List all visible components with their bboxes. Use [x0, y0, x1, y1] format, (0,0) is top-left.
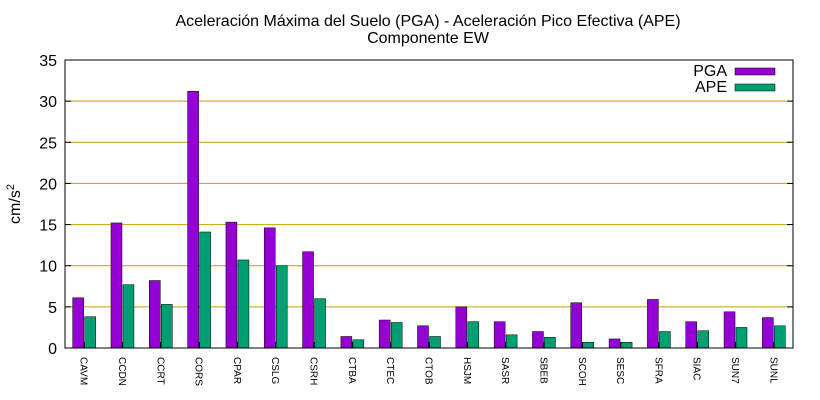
- chart-title: Aceleración Máxima del Suelo (PGA) - Ace…: [175, 13, 680, 30]
- x-tick-label: SBEB: [537, 357, 548, 384]
- bar-ape: [390, 322, 403, 349]
- y-tick-label: 10: [39, 259, 57, 276]
- bar-ape: [314, 298, 326, 349]
- bar-ape: [161, 304, 173, 349]
- bar-ape: [429, 336, 441, 349]
- bar-ape: [544, 337, 556, 349]
- bar-ape: [697, 330, 709, 349]
- x-tick-label: SFRA: [652, 357, 663, 384]
- x-tick-label: CCDN: [116, 357, 127, 386]
- x-tick-label: SASR: [499, 357, 510, 384]
- bar-pga: [263, 227, 276, 349]
- bar-pga: [72, 297, 84, 349]
- x-tick-label: HSJM: [461, 357, 472, 384]
- bar-ape: [620, 341, 633, 349]
- x-tick-label: CTOB: [423, 357, 434, 385]
- bar-pga: [647, 299, 659, 349]
- bar-pga: [417, 325, 429, 349]
- x-tick-label: CORS: [193, 357, 204, 386]
- x-tick-label: CSRH: [308, 357, 319, 385]
- legend-label: PGA: [693, 63, 727, 80]
- bar-ape: [122, 284, 135, 349]
- bar-pga: [723, 311, 736, 349]
- y-axis-label-text: cm/s: [7, 190, 24, 224]
- bar-ape: [352, 339, 365, 349]
- bar-ape: [735, 327, 748, 349]
- x-tick-label: CTEC: [384, 357, 395, 384]
- y-tick-label: 30: [39, 94, 57, 111]
- bar-ape: [659, 331, 671, 349]
- bar-ape: [774, 325, 786, 349]
- y-tick-label: 35: [39, 53, 57, 70]
- x-tick-label: SUNL: [767, 357, 778, 384]
- x-tick-label: CPAR: [231, 357, 242, 384]
- y-tick-label: 15: [39, 218, 57, 235]
- bar-pga: [532, 331, 544, 349]
- bar-pga: [149, 280, 161, 349]
- y-tick-label: 25: [39, 135, 57, 152]
- x-tick-label: CCRT: [154, 357, 165, 385]
- bar-pga: [340, 336, 353, 349]
- bar-pga: [493, 321, 506, 349]
- bar-ape: [582, 341, 595, 349]
- bar-ape: [275, 265, 288, 349]
- x-tick-label: CAVM: [78, 357, 89, 385]
- y-tick-label: 0: [48, 341, 57, 358]
- bar-pga: [685, 321, 697, 349]
- bar-pga: [378, 319, 391, 349]
- bar-pga: [608, 338, 621, 349]
- y-tick-label: 20: [39, 176, 57, 193]
- legend-swatch: [734, 67, 776, 76]
- bar-ape: [237, 259, 250, 349]
- y-tick-label: 5: [48, 300, 57, 317]
- bar-ape: [199, 231, 211, 349]
- bar-pga: [762, 317, 774, 349]
- legend-swatch: [734, 83, 776, 92]
- x-tick-label: SCOH: [576, 357, 587, 386]
- x-tick-label: CTBA: [346, 357, 357, 384]
- bar-ape: [467, 321, 480, 349]
- chart-subtitle: Componente EW: [367, 30, 490, 47]
- x-tick-label: SESC: [614, 357, 625, 384]
- gridlines: [65, 100, 793, 308]
- bars: [72, 91, 786, 349]
- bar-pga: [110, 222, 123, 349]
- bar-pga: [302, 251, 314, 349]
- plot-frame: [64, 59, 794, 349]
- x-axis: CAVM CCDN CCRT CORS CPAR CSLG CSRH CTBA CTEC CTOB…: [78, 342, 778, 386]
- bar-pga: [570, 302, 583, 349]
- bar-ape: [505, 334, 518, 349]
- legend-label: APE: [695, 79, 727, 96]
- x-tick-label: CSLG: [269, 357, 280, 384]
- bar-pga: [187, 91, 199, 349]
- bar-pga: [455, 306, 468, 349]
- x-tick-label: SUN7: [729, 357, 740, 384]
- bar-ape: [84, 316, 96, 349]
- x-tick-label: SIAC: [691, 357, 702, 380]
- bar-pga: [225, 221, 238, 349]
- y-axis: 0 5 10 15 20 25 30 35: [39, 53, 793, 358]
- y-axis-label: cm/s2: [5, 184, 24, 224]
- y-axis-label-superscript: 2: [5, 184, 17, 190]
